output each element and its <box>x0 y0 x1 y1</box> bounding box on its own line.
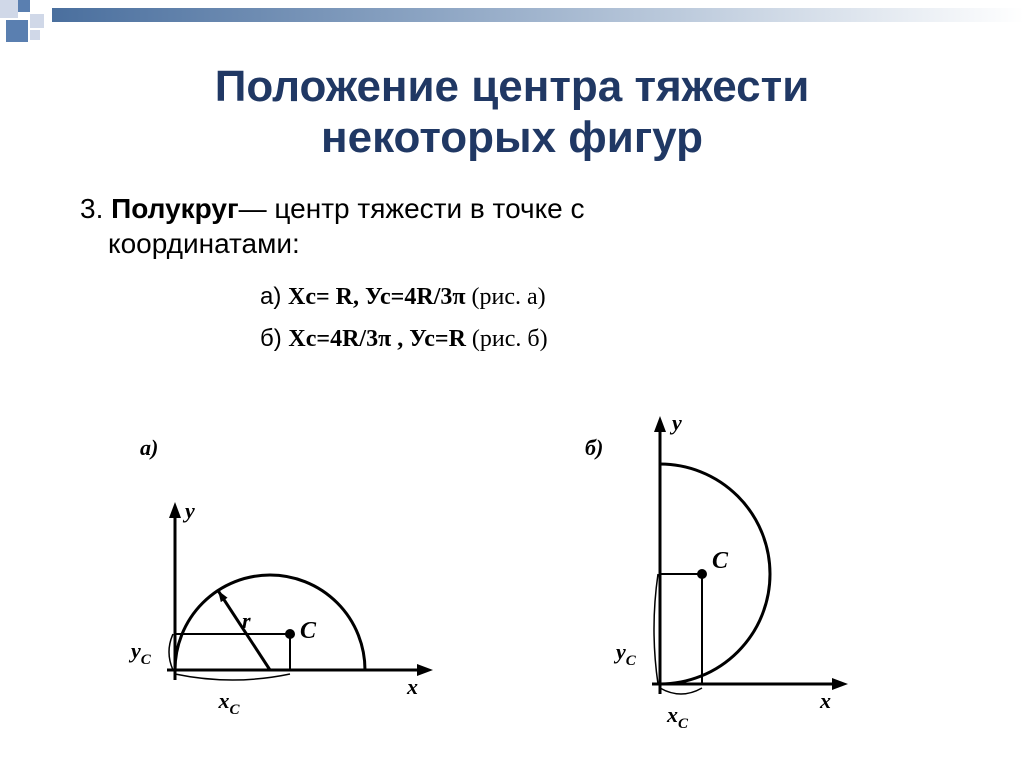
figure-a: y x r CyC xC <box>80 420 500 750</box>
formula-b-paren: (рис. б) <box>466 326 548 352</box>
formula-a-expr: Хс= R, Ус=4R/3π <box>288 284 466 310</box>
title-line-1: Положение центра тяжести <box>215 62 810 111</box>
item-number: 3. <box>80 193 103 224</box>
item-rest1: центр тяжести в точке с <box>267 193 585 224</box>
svg-text:x: x <box>406 674 418 699</box>
item-dash: — <box>239 193 267 224</box>
item-name: Полукруг <box>111 193 239 224</box>
formula-a-paren: (рис. а) <box>466 284 546 310</box>
svg-text:r: r <box>242 608 251 633</box>
svg-text:x: x <box>819 688 831 713</box>
svg-text:C: C <box>712 548 729 574</box>
formula-b-expr: Хс=4R/3π , Ус=R <box>288 326 466 352</box>
formula-b-lead: б) <box>260 325 288 352</box>
formula-a-lead: а) <box>260 283 288 310</box>
formula-a: а) Хс= R, Ус=4R/3π (рис. а) <box>60 283 974 311</box>
svg-text:y: y <box>182 498 195 523</box>
svg-text:xC: xC <box>218 688 241 718</box>
figure-b: yxCyCxC <box>560 404 980 744</box>
title-line-2: некоторых фигур <box>321 113 703 162</box>
svg-text:yC: yC <box>613 639 637 669</box>
slide-body: 3. Полукруг— центр тяжести в точке с коо… <box>0 163 1024 353</box>
svg-text:xC: xC <box>666 702 689 732</box>
svg-text:y: y <box>669 410 682 435</box>
item-rest2: координатами: <box>108 228 300 259</box>
slide-title: Положение центра тяжести некоторых фигур <box>0 0 1024 163</box>
svg-text:C: C <box>300 618 317 644</box>
top-gradient-bar <box>52 8 1024 22</box>
svg-text:yC: yC <box>128 638 152 668</box>
corner-decoration <box>0 0 60 50</box>
item-heading: 3. Полукруг— центр тяжести в точке с коо… <box>60 191 974 261</box>
formula-b: б) Хс=4R/3π , Ус=R (рис. б) <box>60 325 974 353</box>
figures-area: а) б) yxrCyCxC yxCyCxC <box>0 410 1024 768</box>
